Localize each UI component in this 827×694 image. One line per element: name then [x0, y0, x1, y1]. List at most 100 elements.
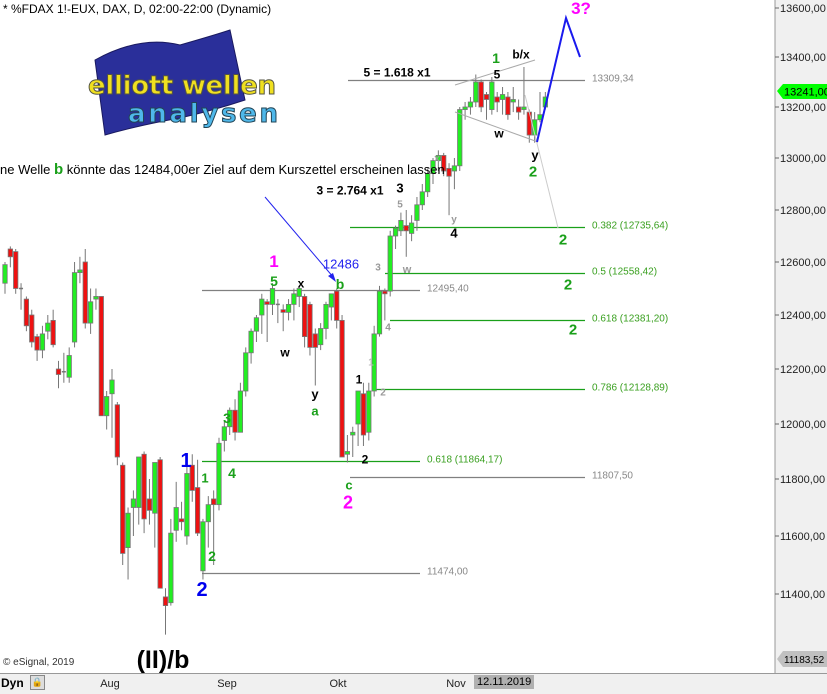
candle-body	[29, 314, 35, 343]
candle-body	[200, 521, 206, 572]
level-label: 12495,40	[427, 284, 469, 295]
month-okt: Okt	[329, 678, 347, 690]
candle-body	[414, 204, 420, 221]
candle-body	[489, 81, 495, 110]
y-tick-label: 13200,00	[780, 102, 826, 114]
chart-title: * %FDAX 1!-EUX, DAX, D, 02:00-22:00 (Dyn…	[3, 2, 272, 16]
candle-body	[184, 473, 190, 537]
candle-body	[323, 303, 329, 329]
candle-body	[441, 155, 447, 172]
candle-body	[13, 251, 19, 289]
candle-body	[483, 94, 490, 100]
price-axis-panel[interactable]	[775, 0, 827, 673]
crosshair-date: 12.11.2019	[474, 675, 535, 689]
y-tick-label: 13000,00	[780, 153, 826, 165]
candle-body	[130, 498, 136, 508]
candle-body	[162, 596, 169, 607]
candle-body	[216, 442, 222, 506]
wave-label: 1	[356, 372, 363, 386]
triangle-lower-line[interactable]	[454, 111, 539, 143]
wave-label: y	[311, 387, 319, 402]
candle-body	[307, 303, 313, 348]
level-label: 0.618 (11864,17)	[427, 455, 502, 466]
wave-label: 1	[492, 50, 500, 66]
level-label: 0.5 (12558,42)	[592, 267, 657, 278]
candle-body	[312, 333, 318, 348]
candle-body	[253, 317, 260, 332]
candle-body	[232, 409, 238, 433]
wave-label: 2	[559, 231, 567, 248]
lock-icon[interactable]: 🔒	[30, 675, 45, 690]
candle-body	[34, 336, 40, 351]
last-price-tag: 13241,00	[777, 84, 827, 99]
wave-label: 4	[385, 323, 391, 334]
candle-body	[285, 303, 292, 313]
candle-body	[264, 301, 270, 305]
wave-label: x	[298, 276, 305, 290]
candle-body	[114, 404, 120, 458]
candle-body	[446, 167, 452, 177]
wave-label: 3 = 2.764 x1	[316, 183, 383, 197]
candle-body	[168, 532, 174, 604]
wave-label: y	[531, 148, 539, 163]
candle-body	[296, 288, 302, 297]
candle-body	[350, 431, 356, 436]
candle-body	[189, 464, 195, 491]
candle-body	[328, 293, 334, 308]
candle-body	[237, 390, 243, 433]
wave-label: 2	[380, 388, 386, 399]
candle-body	[157, 459, 163, 589]
wave-label: 3	[223, 410, 231, 426]
wave-label: 3	[375, 263, 381, 274]
wave-label: b/x	[512, 47, 530, 61]
y-tick-label: 12800,00	[780, 205, 826, 217]
alt-wave-2-line[interactable]	[524, 94, 559, 229]
level-label: 0.786 (12128,89)	[592, 383, 668, 394]
wave-label: 1	[368, 358, 374, 369]
candle-body	[104, 396, 110, 417]
wave-3-projection[interactable]	[536, 14, 581, 143]
wave-label: 5	[494, 67, 501, 81]
y-tick-label: 12200,00	[780, 364, 826, 376]
candle-body	[248, 330, 254, 354]
analysis-note: ne Welle b könnte das 12484,00er Ziel au…	[0, 161, 445, 178]
dyn-label: Dyn	[1, 676, 24, 690]
candle-body	[23, 298, 30, 327]
triangle-upper-line[interactable]	[454, 59, 536, 86]
y-tick-label: 11600,00	[780, 531, 825, 543]
candle-body	[280, 309, 286, 313]
y-tick-label: 12000,00	[780, 419, 826, 431]
candle-body	[318, 328, 324, 346]
candle-body	[98, 296, 104, 417]
time-axis[interactable]	[0, 673, 827, 694]
month-aug: Aug	[100, 678, 120, 690]
wave-label: 4	[228, 465, 236, 481]
month-sep: Sep	[217, 678, 237, 690]
level-label: 13309,34	[592, 74, 634, 85]
candle-body	[419, 191, 425, 206]
wave-label: 2	[196, 579, 207, 601]
wave-label: 5	[270, 273, 278, 289]
candle-body	[473, 81, 479, 103]
candle-body	[146, 498, 153, 511]
wave-label: 12486	[323, 257, 359, 272]
candle-body	[93, 296, 99, 300]
y-tick-label: 13600,00	[780, 3, 826, 15]
candle-body	[516, 106, 522, 113]
candle-body	[334, 290, 340, 321]
svg-text:analysen: analysen	[128, 99, 278, 129]
svg-text:elliott wellen: elliott wellen	[88, 71, 276, 101]
candle-body	[82, 261, 88, 324]
candle-body	[425, 173, 431, 193]
wave-label: 1	[201, 471, 208, 486]
target-arrow-head	[328, 273, 336, 282]
target-arrow-line[interactable]	[264, 196, 335, 279]
y-tick-label: 11800,00	[780, 474, 825, 486]
wave-label: 1	[180, 450, 191, 472]
candle-body	[152, 462, 158, 514]
low-price-tag: 11183,52	[777, 651, 827, 667]
y-tick-label: 11400,00	[780, 589, 825, 601]
wave-label: w	[402, 264, 412, 276]
candle-body	[136, 456, 142, 508]
